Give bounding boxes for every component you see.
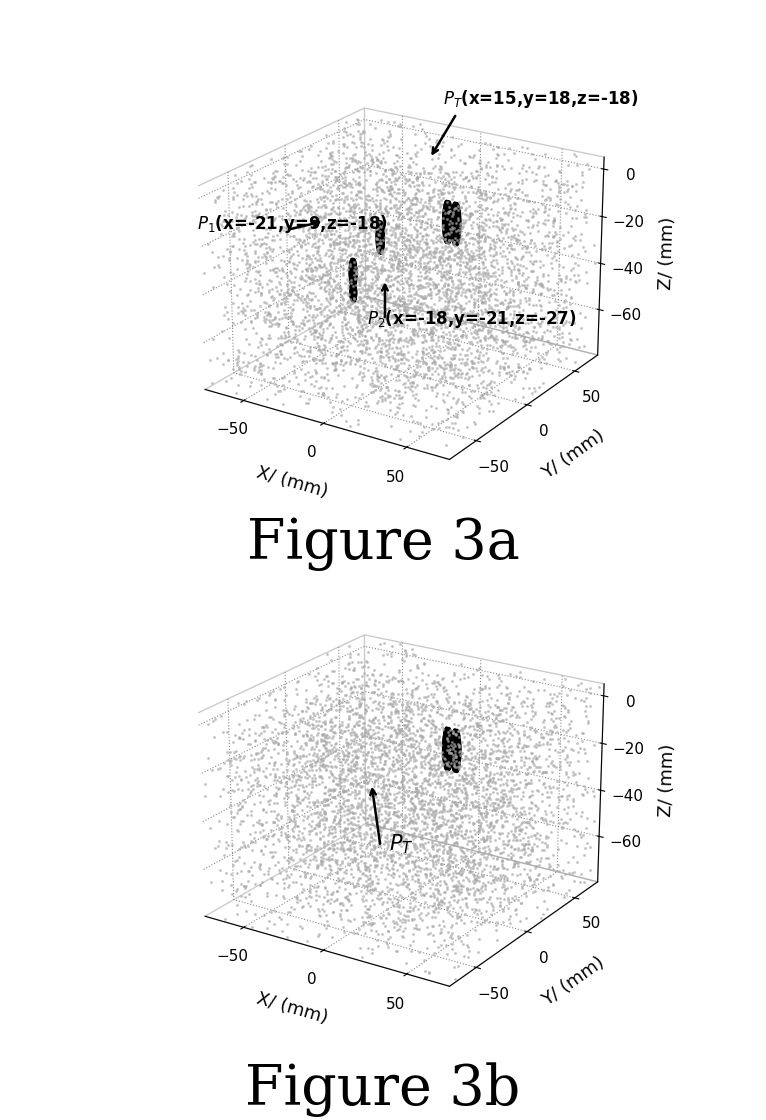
X-axis label: X/ (mm): X/ (mm) — [254, 989, 330, 1027]
Text: Figure 3b: Figure 3b — [245, 1062, 521, 1116]
Text: Figure 3a: Figure 3a — [247, 516, 519, 570]
Y-axis label: Y/ (mm): Y/ (mm) — [538, 953, 607, 1009]
Y-axis label: Y/ (mm): Y/ (mm) — [538, 427, 607, 483]
Text: $P_2$(x=-18,y=-21,z=-27): $P_2$(x=-18,y=-21,z=-27) — [367, 307, 576, 329]
Text: $P_T$(x=15,y=18,z=-18): $P_T$(x=15,y=18,z=-18) — [444, 87, 638, 110]
X-axis label: X/ (mm): X/ (mm) — [254, 463, 330, 501]
Text: $P_1$(x=-21,y=9,z=-18): $P_1$(x=-21,y=9,z=-18) — [197, 213, 388, 235]
Text: $P_T$: $P_T$ — [389, 832, 414, 856]
